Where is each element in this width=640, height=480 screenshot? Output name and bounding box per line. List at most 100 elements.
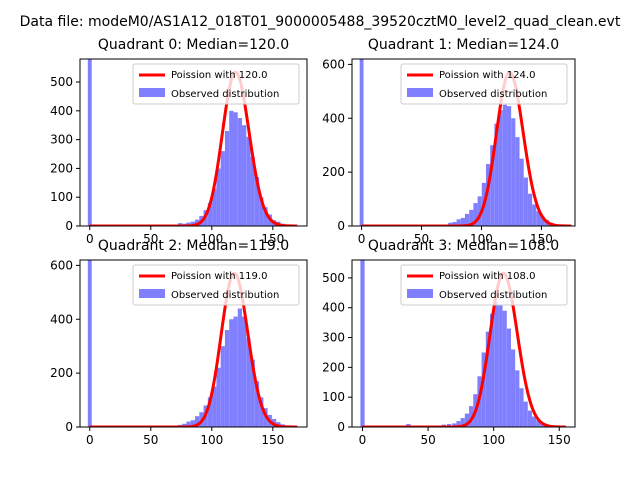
y-tick-label: 400 <box>322 111 345 125</box>
histogram-bar <box>456 219 461 226</box>
legend: Poission with 120.0 Observed distribution <box>132 63 300 105</box>
histogram-bar <box>216 367 221 427</box>
histogram-bar <box>220 346 225 427</box>
legend-frame <box>400 63 568 105</box>
histogram-bar <box>498 110 503 226</box>
histogram-bar <box>494 301 499 427</box>
axes-frame <box>79 259 308 428</box>
x-tick-label: 150 <box>548 433 571 447</box>
histogram-bar <box>540 216 545 226</box>
y-tick-label: 300 <box>322 331 345 345</box>
legend-poisson-label: Poission with 120.0 <box>171 70 267 81</box>
histogram-bar <box>259 197 264 226</box>
histogram-bar <box>182 423 187 427</box>
histogram-bar <box>452 221 457 226</box>
histogram-bar-zero-spike <box>360 260 365 427</box>
histogram-bar <box>464 213 470 226</box>
x-tick-label: 50 <box>420 433 435 447</box>
x-tick-label: 150 <box>261 433 284 447</box>
histogram-bar <box>532 204 537 226</box>
legend: Poission with 119.0 Observed distribution <box>132 264 300 306</box>
histogram-bar <box>229 319 234 427</box>
y-tick-label: 300 <box>50 133 73 147</box>
y-tick-label: 500 <box>322 271 345 285</box>
x-tick-label: 50 <box>143 232 158 246</box>
histogram-bar <box>448 222 453 226</box>
y-tick-label: 200 <box>322 165 345 179</box>
histogram-bar <box>490 145 495 226</box>
quadrant-3-axes: 0 50 100 150 0 100 200 300 400 500 Quadrant 3: Med… <box>322 238 576 447</box>
legend-observed-swatch <box>407 88 433 97</box>
histogram-bar <box>190 420 196 427</box>
histogram-bar-zero-spike <box>87 59 92 226</box>
histogram-bar <box>523 177 528 226</box>
y-tick-label: 200 <box>50 161 73 175</box>
x-tick-label: 50 <box>143 433 158 447</box>
histogram-bar <box>242 125 247 226</box>
histogram-bar <box>186 222 191 226</box>
legend-poisson-label: Poission with 108.0 <box>439 271 535 282</box>
histogram-bar <box>195 416 200 427</box>
histogram-bar <box>460 217 465 226</box>
histogram-bar <box>207 202 213 226</box>
histogram-bar <box>506 328 511 427</box>
histogram-bar <box>233 112 238 226</box>
y-tick-label: 0 <box>337 420 345 434</box>
y-tick-label: 0 <box>65 420 73 434</box>
legend-observed-swatch <box>407 289 433 298</box>
plot-area <box>359 59 572 226</box>
histogram-bar <box>515 370 520 427</box>
quadrant-title: Quadrant 0: Median=120.0 <box>98 37 289 53</box>
histogram-bar <box>469 209 474 226</box>
histogram-bar <box>473 203 478 226</box>
histogram-bar <box>485 331 490 427</box>
histogram-bar <box>207 397 213 427</box>
histogram-bar-zero-spike <box>359 59 364 226</box>
histogram-bar <box>464 413 470 427</box>
histogram-bar <box>536 211 541 226</box>
legend-observed-label: Observed distribution <box>171 89 279 100</box>
axes-frame <box>79 58 308 227</box>
histogram-bar <box>220 151 225 226</box>
legend-observed-swatch <box>139 88 165 97</box>
y-tick-label: 200 <box>50 366 73 380</box>
legend: Poission with 108.0 Observed distribution <box>400 264 568 306</box>
histogram-bar <box>510 349 516 427</box>
x-tick-label: 0 <box>359 433 367 447</box>
histogram-bar <box>233 316 238 427</box>
x-tick-label: 0 <box>86 433 94 447</box>
histogram-bar <box>456 421 461 427</box>
legend-observed-label: Observed distribution <box>439 290 547 301</box>
figure-title: Data file: modeM0/AS1A12_018T01_90000054… <box>20 14 621 30</box>
y-tick-label: 200 <box>322 360 345 374</box>
quadrant-title: Quadrant 2: Median=119.0 <box>98 238 289 254</box>
axes-frame <box>351 58 576 227</box>
histogram-bar <box>519 388 524 427</box>
histogram-bar <box>237 118 243 226</box>
histogram-bar <box>212 188 217 226</box>
histogram-bar <box>502 310 507 427</box>
histogram-bar <box>452 423 457 427</box>
histogram-bar <box>224 130 230 226</box>
histogram-bar <box>186 421 191 427</box>
histogram-bar <box>190 221 196 226</box>
axes-frame <box>351 259 576 428</box>
y-tick-label: 600 <box>50 258 73 272</box>
histogram-bar <box>259 397 264 427</box>
quadrant-title: Quadrant 1: Median=124.0 <box>368 37 559 53</box>
y-tick-label: 400 <box>50 312 73 326</box>
histogram-bar <box>506 106 512 226</box>
histogram-bar <box>224 330 230 427</box>
histogram-bar <box>254 177 260 226</box>
histogram-bar <box>527 193 533 226</box>
x-tick-label: 0 <box>86 232 94 246</box>
histogram-bar <box>246 136 251 226</box>
legend: Poission with 124.0 Observed distribution <box>400 63 568 105</box>
histogram-bar <box>246 338 251 427</box>
quadrant-0-axes: 0 50 100 150 0 100 200 300 400 500 Quadrant 0: Med… <box>50 37 308 246</box>
histogram-bar <box>515 137 520 226</box>
y-tick-label: 0 <box>65 219 73 233</box>
histogram-bar <box>511 118 516 226</box>
